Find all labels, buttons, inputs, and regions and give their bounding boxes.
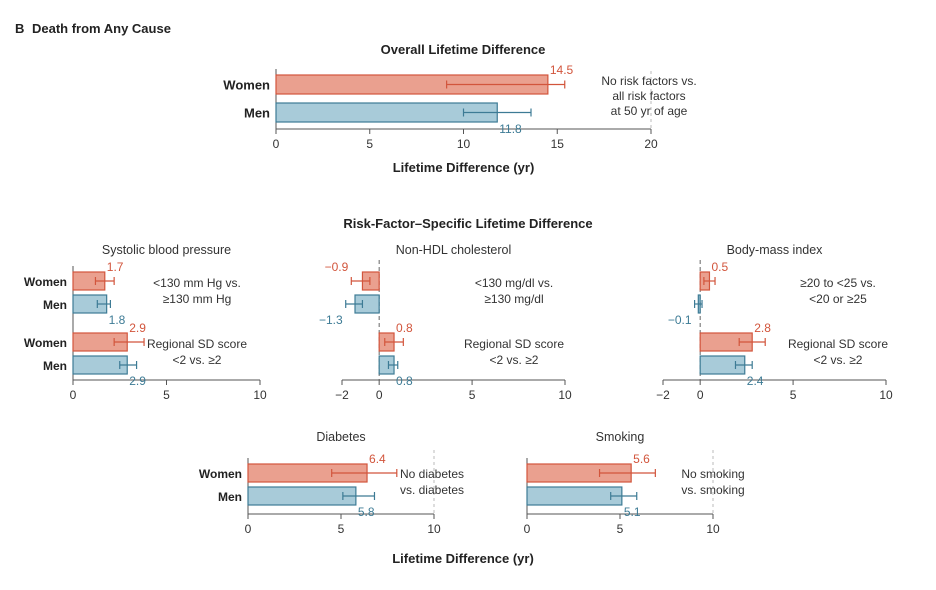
nonhdl-title: Non-HDL cholesterol [396,243,512,257]
sbp-x-tick-label: 0 [70,388,77,402]
panel-label: B [15,21,24,36]
smoking-value-label: 5.1 [624,505,641,519]
nonhdl-x-tick-label: 5 [469,388,476,402]
sbp-category-label: Women [24,336,67,350]
sbp-x-tick-label: 5 [163,388,170,402]
bmi-x-tick-label: 10 [879,388,893,402]
diabetes-title: Diabetes [316,430,365,444]
bmi-x-tick-label: 5 [790,388,797,402]
nonhdl-x-tick-label: 10 [558,388,572,402]
diabetes-annotation: No diabetes [400,467,464,481]
overall-annotation: all risk factors [612,89,685,103]
overall-category-label: Men [244,106,270,121]
bmi-annotation: Regional SD score [788,337,888,351]
sbp-category-label: Women [24,275,67,289]
overall-value-label: 11.8 [499,122,522,136]
overall-x-tick-label: 5 [366,137,373,151]
bmi-x-tick-label: 0 [697,388,704,402]
diabetes-category-label: Women [199,467,242,481]
overall-x-tick-label: 20 [644,137,658,151]
nonhdl-value-label: 0.8 [396,374,413,388]
overall-x-tick-label: 0 [273,137,280,151]
bmi-value-label: 0.5 [711,260,728,274]
smoking-bar-men [526,486,623,506]
nonhdl-annotation: <2 vs. ≥2 [490,353,539,367]
sbp-title: Systolic blood pressure [102,243,231,257]
smoking-x-tick-label: 5 [617,522,624,536]
smoking-annotation: No smoking [681,467,744,481]
diabetes-value-label: 5.8 [358,505,375,519]
bmi-value-label: 2.4 [747,374,764,388]
sbp-annotation: Regional SD score [147,337,247,351]
nonhdl-value-label: −0.9 [325,260,349,274]
smoking-x-tick-label: 0 [524,522,531,536]
sbp-annotation: <130 mm Hg vs. [153,276,241,290]
bmi-title: Body-mass index [727,243,824,257]
smoking-annotation: vs. smoking [681,483,744,497]
bmi-x-tick-label: −2 [656,388,670,402]
diabetes-x-tick-label: 5 [338,522,345,536]
charts-layer: 0 5 10 15 20 Lifetime Difference (yr) 14.5 Wome… [24,63,893,536]
bmi-annotation: <2 vs. ≥2 [814,353,863,367]
nonhdl-value-label: −1.3 [319,313,343,327]
bmi-value-label: −0.1 [668,313,692,327]
diabetes-bar-men [247,486,357,506]
nonhdl-value-label: 0.8 [396,321,413,335]
overall-annotation: at 50 yr of age [611,104,688,118]
smoking-value-label: 5.6 [633,452,650,466]
diabetes-annotation: vs. diabetes [400,483,464,497]
bottom-axis-label: Lifetime Difference (yr) [392,551,534,566]
sbp-value-label: 2.9 [129,321,146,335]
overall-annotation: No risk factors vs. [601,74,696,88]
sbp-value-label: 2.9 [129,374,146,388]
sbp-bar-men [72,355,128,375]
nonhdl-annotation: Regional SD score [464,337,564,351]
panel-title: Death from Any Cause [32,21,171,36]
overall-x-tick-label: 15 [551,137,565,151]
sbp-annotation: ≥130 mm Hg [163,292,232,306]
nonhdl-x-tick-label: 0 [376,388,383,402]
overall-x-axis-label: Lifetime Difference (yr) [393,160,535,175]
diabetes-x-tick-label: 10 [427,522,441,536]
nonhdl-x-tick-label: −2 [335,388,349,402]
diabetes-value-label: 6.4 [369,452,386,466]
sbp-annotation: <2 vs. ≥2 [173,353,222,367]
sbp-value-label: 1.7 [107,260,124,274]
smoking-x-tick-label: 10 [706,522,720,536]
overall-title: Overall Lifetime Difference [381,42,546,57]
diabetes-x-tick-label: 0 [245,522,252,536]
overall-x-tick-label: 10 [457,137,471,151]
specific-title: Risk-Factor–Specific Lifetime Difference [343,216,592,231]
sbp-category-label: Men [43,298,67,312]
overall-category-label: Women [223,78,270,93]
sbp-value-label: 1.8 [109,313,126,327]
smoking-title: Smoking [596,430,645,444]
sbp-category-label: Men [43,359,67,373]
nonhdl-annotation: ≥130 mg/dl [484,292,543,306]
bmi-value-label: 2.8 [754,321,771,335]
diabetes-category-label: Men [218,490,242,504]
overall-value-label: 14.5 [550,63,574,77]
bmi-annotation: <20 or ≥25 [809,292,867,306]
nonhdl-annotation: <130 mg/dl vs. [475,276,553,290]
sbp-x-tick-label: 10 [253,388,267,402]
bmi-annotation: ≥20 to <25 vs. [800,276,876,290]
